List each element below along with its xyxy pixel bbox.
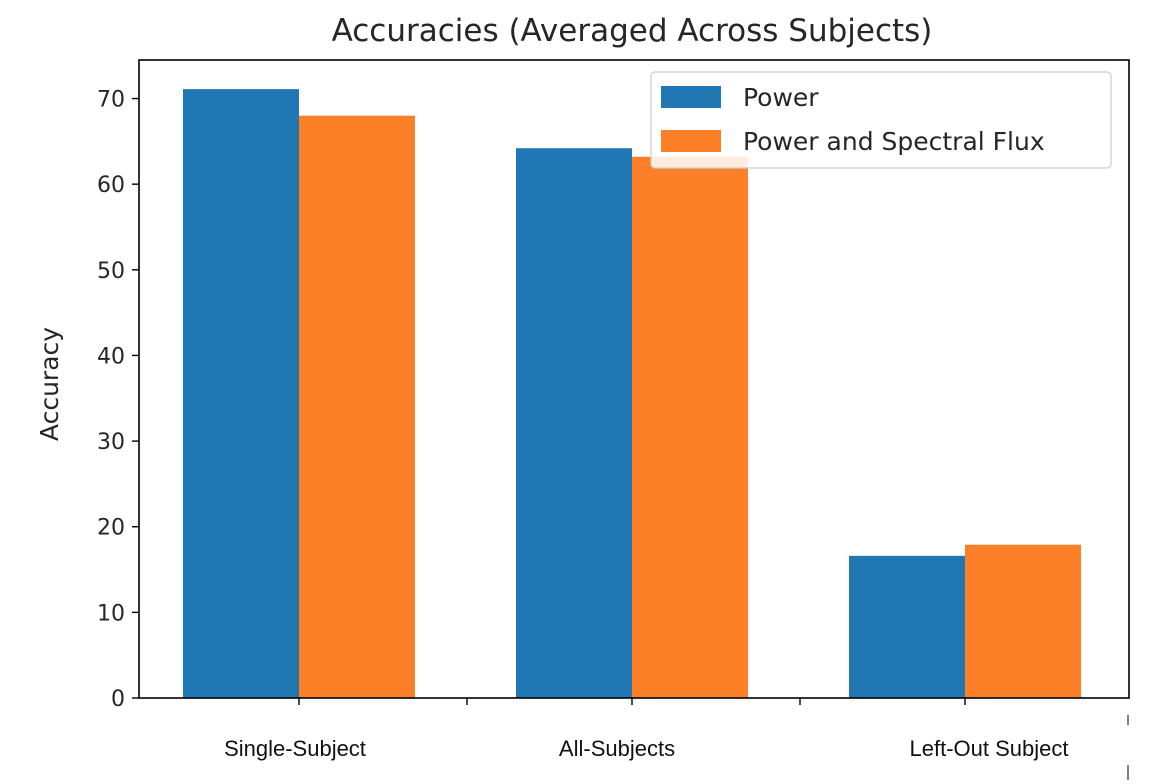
legend-swatch — [661, 86, 721, 108]
legend: Power Power and Spectral Flux — [650, 71, 1112, 169]
bar-power-spectral-flux-0 — [299, 115, 415, 698]
y-tick-label: 0 — [111, 687, 125, 712]
bar-power-2 — [849, 555, 965, 698]
y-tick-label: 10 — [97, 601, 125, 626]
y-tick-label: 30 — [97, 430, 125, 455]
y-tick-label: 20 — [97, 516, 125, 541]
x-axis: Single-Subject All-Subjects Left-Out Subje… — [224, 698, 1068, 761]
y-axis-label: Accuracy — [35, 327, 64, 441]
y-tick-label: 60 — [97, 173, 125, 198]
y-axis: 0 10 20 30 40 50 60 70 — [97, 88, 139, 712]
bar-power-0 — [183, 89, 299, 699]
y-tick-label: 40 — [97, 344, 125, 369]
x-category-label: Single-Subject — [224, 736, 366, 761]
y-tick-label: 70 — [97, 88, 125, 113]
bar-power-1 — [516, 148, 632, 698]
legend-label: Power and Spectral Flux — [743, 127, 1045, 156]
legend-box — [650, 71, 1112, 169]
bars-group — [183, 89, 1081, 699]
plot-frame — [138, 59, 1130, 699]
chart-title: Accuracies (Averaged Across Subjects) — [332, 13, 933, 49]
bar-power-spectral-flux-2 — [965, 544, 1081, 698]
bar-power-spectral-flux-1 — [632, 156, 748, 698]
legend-swatch — [661, 130, 721, 152]
y-tick-label: 50 — [97, 259, 125, 284]
x-category-label: All-Subjects — [559, 736, 675, 761]
legend-label: Power — [743, 83, 819, 112]
x-category-label: Left-Out Subject — [910, 736, 1069, 761]
